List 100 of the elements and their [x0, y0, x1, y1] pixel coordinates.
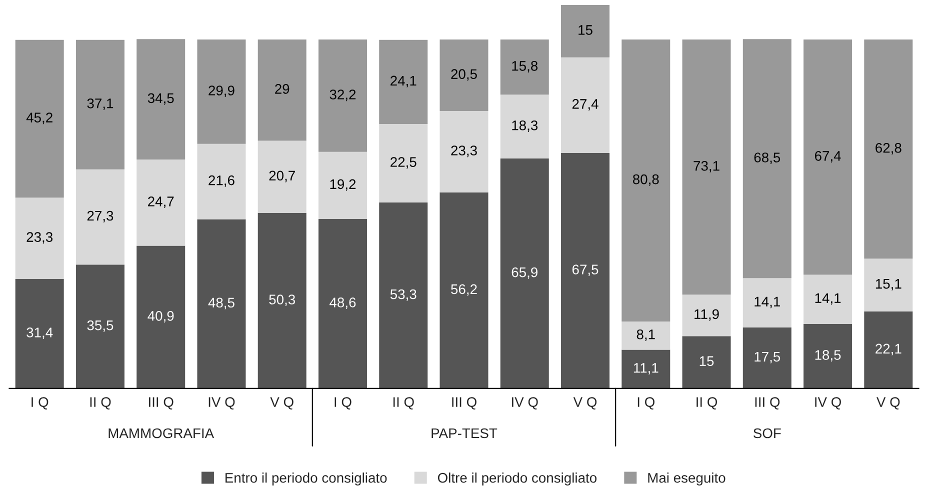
bar [76, 40, 124, 170]
data-label: 14,1 [754, 296, 780, 308]
data-label: 56,2 [451, 284, 477, 296]
data-label: 20,5 [451, 69, 477, 81]
bar [136, 160, 186, 246]
bar [804, 40, 852, 275]
bar [15, 278, 64, 388]
data-label: 24,7 [148, 196, 174, 208]
data-label: 11,1 [634, 363, 658, 374]
bar [76, 169, 124, 265]
data-label: 17,5 [754, 352, 780, 364]
data-label: 45,2 [26, 112, 52, 124]
x-tick-label: III Q [755, 397, 780, 410]
x-tick-label: V Q [573, 397, 597, 410]
bar [440, 111, 488, 192]
data-label: 50,3 [269, 294, 296, 306]
data-label: 19,2 [330, 179, 356, 191]
x-tick-label: IV Q [815, 397, 842, 410]
bar [379, 202, 428, 388]
x-tick-label: IV Q [512, 397, 538, 410]
bar [197, 144, 246, 220]
data-label: 48,5 [208, 298, 234, 310]
bar [15, 40, 64, 198]
data-label: 73,1 [694, 160, 720, 172]
data-label: 23,3 [26, 232, 52, 244]
bar [15, 198, 64, 279]
bar [440, 192, 488, 388]
bar [561, 4, 610, 58]
data-label: 37,1 [87, 98, 114, 110]
data-label: 40,9 [148, 310, 174, 322]
bar [682, 294, 731, 336]
bar [864, 40, 913, 259]
data-label: 62,8 [876, 142, 902, 154]
bar [864, 258, 913, 312]
x-tick-label: III Q [452, 397, 476, 410]
data-label: 27,3 [87, 210, 114, 222]
bar [500, 158, 549, 388]
data-label: 48,6 [330, 298, 356, 310]
bar [197, 40, 246, 144]
data-label: 23,3 [451, 146, 477, 158]
bar [742, 327, 792, 388]
bar [136, 246, 186, 388]
x-tick-label: II Q [696, 397, 718, 410]
x-tick-label: II Q [90, 397, 111, 410]
bar [258, 212, 306, 388]
data-label: 29 [275, 84, 290, 94]
data-label: 11,9 [694, 309, 719, 321]
data-label: 15 [700, 356, 714, 366]
data-label: 32,2 [330, 90, 356, 102]
bar [622, 40, 670, 322]
legend-label: Oltre il periodo consigliato [438, 472, 597, 486]
x-tick-label: V Q [876, 397, 900, 410]
bar [742, 39, 792, 278]
x-tick-label: I Q [638, 397, 654, 410]
bar [258, 140, 306, 213]
data-label: 67,5 [572, 264, 598, 276]
data-label: 67,4 [814, 151, 841, 162]
legend-label: Mai eseguito [648, 472, 726, 486]
bar [804, 274, 852, 324]
x-tick-label: I Q [32, 397, 48, 410]
bar [440, 40, 488, 112]
data-label: 35,5 [87, 320, 114, 332]
data-label: 27,4 [572, 99, 598, 110]
bar [136, 39, 186, 160]
data-label: 8,1 [636, 329, 655, 341]
data-label: 80,8 [632, 174, 659, 186]
data-label: 68,5 [754, 152, 780, 164]
bar [742, 278, 792, 328]
data-label: 24,1 [390, 76, 416, 88]
data-label: 18,5 [815, 350, 841, 362]
data-label: 34,5 [148, 93, 174, 105]
data-label: 14,1 [815, 293, 841, 305]
data-label: 29,9 [208, 86, 234, 98]
x-tick-label: II Q [393, 397, 414, 410]
bar [500, 40, 549, 95]
bar [258, 40, 306, 141]
bar [561, 152, 610, 388]
x-tick-label: III Q [149, 397, 174, 410]
bar [682, 40, 731, 295]
data-label: 31,4 [26, 328, 53, 340]
bar [318, 40, 367, 152]
bar [318, 152, 367, 219]
x-tick-label: V Q [270, 397, 294, 410]
bar [379, 40, 428, 124]
data-label: 15,8 [512, 60, 538, 72]
data-label: 22,5 [390, 157, 416, 169]
bar [500, 94, 549, 159]
data-label: 20,7 [269, 170, 295, 182]
bar [682, 336, 731, 388]
bar [561, 57, 610, 153]
bar [197, 219, 246, 388]
data-label: 15 [578, 25, 592, 35]
text: PAP-TEST [432, 428, 498, 438]
legend-label: Entro il periodo consigliato [226, 472, 387, 486]
bar [76, 264, 124, 388]
bar [804, 324, 852, 388]
text: MAMMOGRAFIA [108, 428, 214, 438]
data-label: 15,1 [876, 279, 902, 290]
x-tick-label: IV Q [208, 397, 235, 410]
bar [318, 218, 367, 388]
